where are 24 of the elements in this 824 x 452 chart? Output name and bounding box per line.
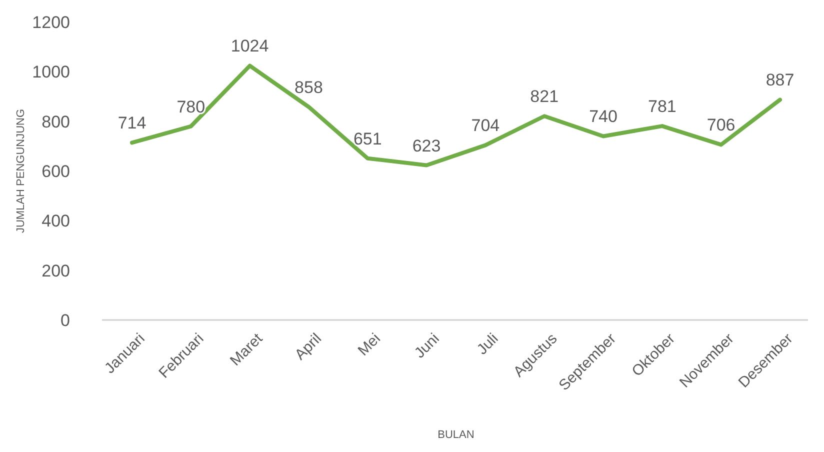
data-label: 704 [471,116,500,136]
data-label: 740 [589,107,618,126]
y-axis-title: JUMLAH PENGUNJUNG [15,108,27,234]
y-tick-label: 200 [42,261,70,280]
y-tick-label: 600 [42,162,70,181]
data-label: 781 [648,97,676,116]
y-tick-label: 1000 [32,62,70,82]
data-label: 821 [530,87,559,106]
data-label: 887 [766,70,794,90]
data-label: 651 [353,129,382,148]
data-label: 1024 [230,36,269,56]
x-axis-title: BULAN [438,429,474,441]
data-label: 858 [294,78,323,97]
data-label: 623 [412,136,441,156]
data-label: 706 [706,116,736,135]
y-tick-label: 0 [60,310,70,330]
y-tick-label: 1200 [32,12,70,32]
data-label: 780 [176,97,206,116]
x-tick-label: Mei [354,330,384,360]
x-tick-label: Juni [411,330,443,362]
x-tick-label: Juli [474,330,502,358]
data-label: 714 [118,114,146,133]
y-tick-label: 400 [42,212,70,231]
y-tick-label: 800 [42,112,70,132]
